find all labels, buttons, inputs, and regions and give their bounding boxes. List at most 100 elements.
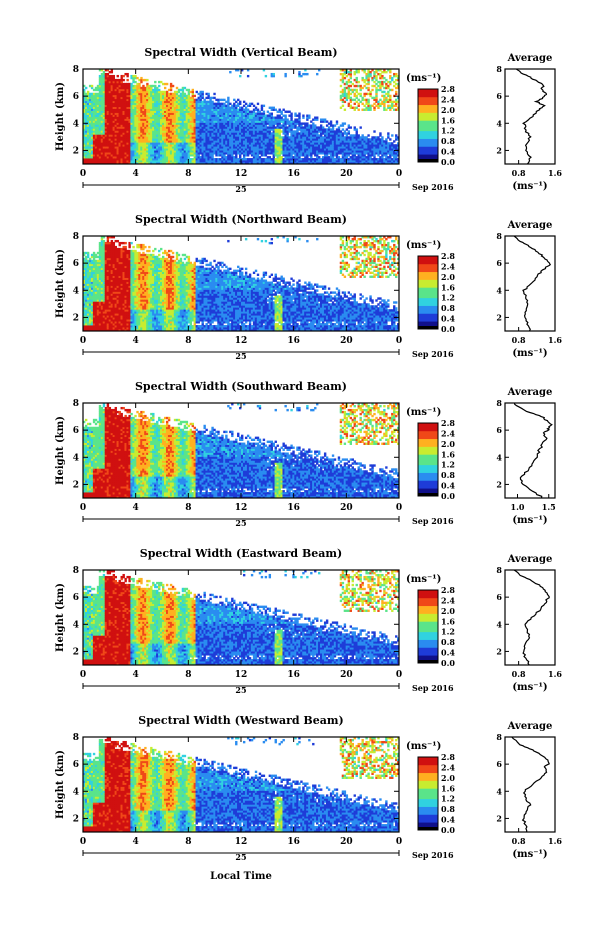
heatmap-cell: [94, 94, 98, 98]
heatmap-cell: [207, 128, 210, 131]
heatmap-cell: [114, 118, 117, 121]
heatmap-cell: [203, 140, 206, 143]
heatmap-cell: [171, 110, 175, 113]
heatmap-cell: [179, 118, 183, 121]
heatmap-cell: [203, 116, 206, 119]
heatmap-cell: [185, 132, 189, 135]
heatmap-cell: [146, 78, 149, 82]
heatmap-cell: [146, 116, 149, 119]
heatmap-cell: [239, 132, 242, 135]
heatmap-cell: [215, 104, 218, 108]
heatmap-cell: [140, 146, 143, 149]
heatmap-cell: [252, 116, 256, 119]
heatmap-cell: [171, 114, 175, 117]
heatmap-cell: [126, 150, 129, 153]
heatmap-cell: [199, 112, 202, 115]
heatmap-cell: [252, 144, 256, 147]
heatmap-cell: [162, 160, 165, 163]
heatmap-cell: [235, 138, 238, 141]
heatmap-cell: [211, 160, 214, 163]
heatmap-cell: [163, 120, 167, 123]
heatmap-cell: [118, 124, 121, 127]
heatmap-cell: [98, 110, 102, 113]
heatmap-cell: [207, 100, 210, 104]
heatmap-cell: [88, 104, 92, 108]
heatmap-cell: [268, 126, 272, 129]
heatmap-cell: [357, 108, 360, 111]
heatmap-cell: [128, 86, 131, 90]
heatmap-cell: [339, 84, 343, 88]
heatmap-cell: [187, 160, 191, 163]
heatmap-cell: [237, 158, 240, 161]
heatmap-cell: [146, 112, 149, 115]
heatmap-cell: [260, 138, 264, 141]
heatmap-cell: [205, 106, 208, 109]
heatmap-cell: [154, 128, 157, 131]
heatmap-cell: [213, 106, 216, 109]
heatmap-cell: [150, 146, 153, 149]
heatmap-cell: [136, 134, 139, 137]
heatmap-cell: [142, 98, 145, 102]
heatmap-cell: [86, 152, 90, 155]
heatmap-cell: [250, 152, 254, 155]
heatmap-cell: [231, 136, 234, 139]
heatmap-cell: [114, 120, 117, 123]
heatmap-cell: [96, 124, 100, 127]
heatmap-cell: [116, 128, 119, 131]
heatmap-cell: [152, 104, 155, 108]
heatmap-cell: [92, 128, 96, 131]
heatmap-cell: [199, 152, 202, 155]
heatmap-cell: [96, 114, 100, 117]
heatmap-cell: [179, 158, 183, 161]
heatmap-cell: [187, 112, 191, 115]
heatmap-cell: [187, 124, 191, 127]
heatmap-cell: [217, 134, 220, 137]
heatmap-cell: [191, 160, 195, 163]
heatmap-cell: [148, 152, 151, 155]
heatmap-cell: [231, 116, 234, 119]
heatmap-cell: [136, 88, 139, 92]
heatmap-cell: [90, 132, 94, 135]
heatmap-cell: [106, 108, 110, 111]
heatmap-cell: [138, 146, 141, 149]
heatmap-cell: [209, 136, 212, 139]
heatmap-cell: [179, 144, 183, 147]
heatmap-cell: [100, 90, 104, 94]
heatmap-cell: [114, 110, 117, 113]
heatmap-cell: [110, 118, 114, 121]
heatmap-cell: [268, 148, 272, 151]
heatmap-cell: [209, 154, 212, 157]
heatmap-cell: [102, 90, 106, 94]
heatmap-cell: [165, 120, 169, 123]
heatmap-cell: [239, 102, 242, 106]
heatmap-cell: [112, 104, 116, 108]
heatmap-cell: [193, 160, 196, 163]
heatmap-cell: [148, 144, 151, 147]
heatmap-cell: [173, 130, 177, 133]
heatmap-cell: [217, 158, 220, 161]
heatmap-cell: [171, 84, 175, 88]
heatmap-cell: [118, 120, 121, 123]
heatmap-cell: [156, 148, 159, 151]
heatmap-cell: [233, 126, 236, 129]
heatmap-cell: [104, 88, 108, 92]
heatmap-cell: [130, 142, 133, 145]
heatmap-cell: [193, 110, 196, 113]
heatmap-cell: [258, 132, 262, 135]
heatmap-cell: [136, 146, 139, 149]
heatmap-cell: [219, 158, 222, 161]
heatmap-cell: [116, 142, 119, 145]
heatmap-cell: [264, 142, 268, 145]
heatmap-cell: [175, 142, 179, 145]
heatmap-cell: [106, 76, 110, 80]
heatmap-cell: [106, 124, 110, 127]
heatmap-cell: [110, 88, 114, 92]
heatmap-cell: [205, 142, 208, 145]
heatmap-cell: [162, 146, 165, 149]
heatmap-cell: [359, 92, 362, 96]
heatmap-cell: [142, 158, 145, 161]
heatmap-cell: [146, 136, 149, 139]
heatmap-cell: [181, 126, 185, 129]
heatmap-cell: [165, 82, 169, 86]
heatmap-cell: [94, 102, 98, 106]
